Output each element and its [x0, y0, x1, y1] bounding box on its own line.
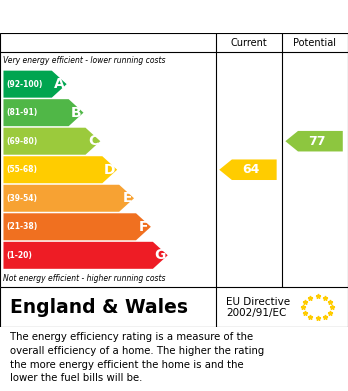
Text: D: D	[103, 163, 115, 177]
Text: (21-38): (21-38)	[6, 222, 38, 231]
Text: 77: 77	[308, 135, 326, 148]
Text: England & Wales: England & Wales	[10, 298, 188, 317]
Polygon shape	[3, 213, 151, 240]
Text: 64: 64	[243, 163, 260, 176]
Text: (81-91): (81-91)	[6, 108, 38, 117]
Text: (55-68): (55-68)	[6, 165, 37, 174]
Polygon shape	[3, 156, 117, 183]
Text: Potential: Potential	[293, 38, 337, 48]
Polygon shape	[3, 99, 84, 126]
Text: Energy Efficiency Rating: Energy Efficiency Rating	[10, 9, 232, 24]
Text: Very energy efficient - lower running costs: Very energy efficient - lower running co…	[3, 56, 166, 65]
Polygon shape	[3, 242, 168, 269]
Polygon shape	[3, 128, 100, 155]
Polygon shape	[3, 185, 134, 212]
Polygon shape	[219, 160, 277, 180]
Text: (69-80): (69-80)	[6, 137, 38, 146]
Text: C: C	[88, 134, 98, 148]
Text: (1-20): (1-20)	[6, 251, 32, 260]
Polygon shape	[3, 71, 66, 98]
Text: A: A	[54, 77, 64, 91]
Polygon shape	[285, 131, 343, 151]
Text: G: G	[154, 248, 166, 262]
Text: The energy efficiency rating is a measure of the
overall efficiency of a home. T: The energy efficiency rating is a measur…	[10, 332, 265, 383]
Text: E: E	[122, 191, 132, 205]
Text: (39-54): (39-54)	[6, 194, 37, 203]
Text: Not energy efficient - higher running costs: Not energy efficient - higher running co…	[3, 274, 166, 283]
Text: Current: Current	[230, 38, 267, 48]
Text: F: F	[139, 220, 149, 234]
Text: B: B	[71, 106, 81, 120]
Text: EU Directive
2002/91/EC: EU Directive 2002/91/EC	[226, 296, 290, 318]
Text: (92-100): (92-100)	[6, 80, 43, 89]
